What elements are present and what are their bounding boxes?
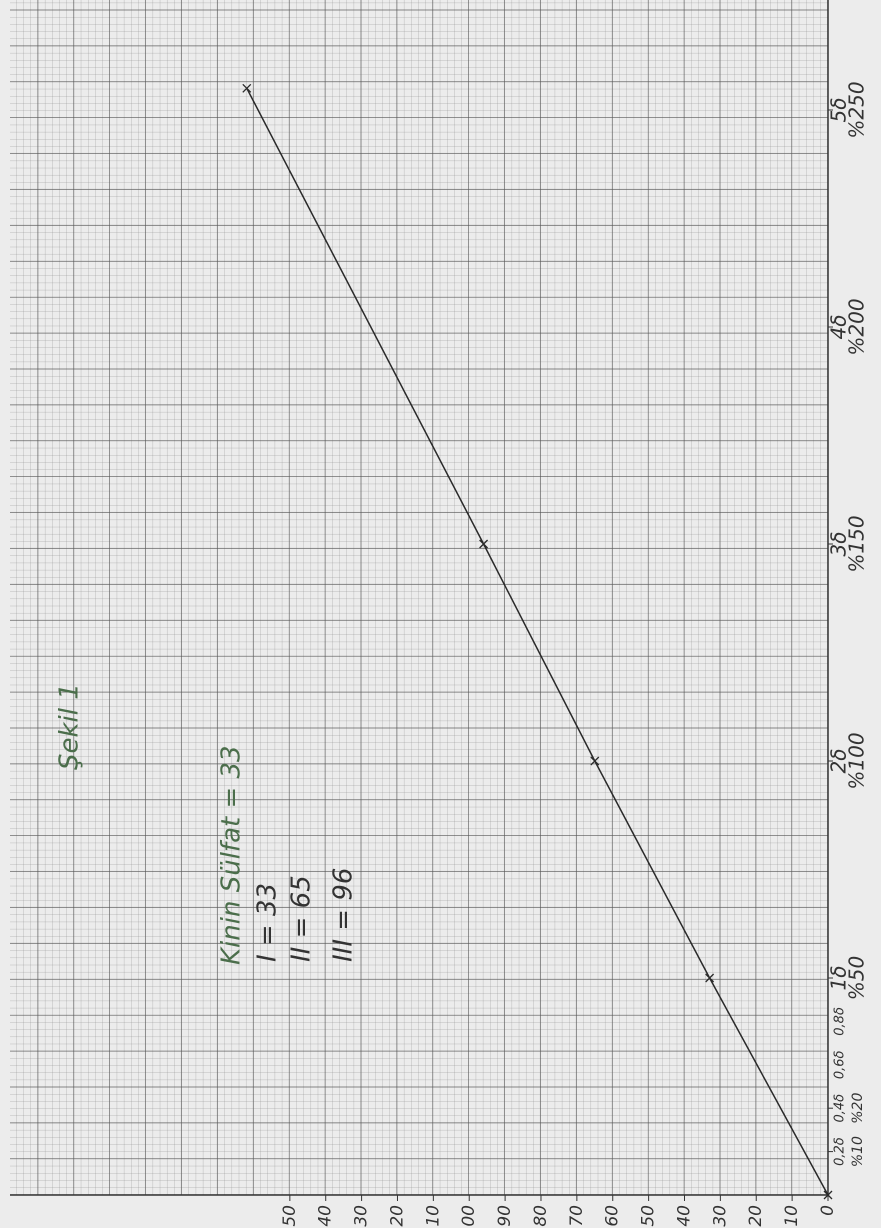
y-tick-label: 50 (639, 1205, 659, 1227)
y-tick-label: 120 (387, 1205, 407, 1228)
annotation: III = 96 (329, 868, 359, 962)
chart: Şekil 1 0 10 20 30 40 50 60 70 80 90 100 110 120 130 1… (0, 0, 881, 1228)
x-tick-label: %20 (850, 1093, 866, 1124)
chart-title: Şekil 1 (55, 683, 85, 770)
annotation: Kinin Sülfat = 33 (217, 745, 247, 965)
y-tick-label: 30 (710, 1205, 730, 1227)
y-tick-label: 110 (423, 1205, 443, 1228)
y-tick-label: 80 (531, 1205, 551, 1227)
y-tick-label: 150 (280, 1205, 300, 1228)
annotation: II = 65 (287, 875, 317, 962)
y-tick-label: 130 (352, 1205, 372, 1228)
y-tick-label: 140 (316, 1205, 336, 1228)
x2-tick-label: 2δ (827, 749, 851, 774)
x2-tick-label: 0,6δ (833, 1050, 848, 1079)
y-tick-label: 90 (495, 1205, 515, 1227)
annotation: I = 33 (253, 883, 283, 962)
x2-tick-label: 3δ (827, 532, 851, 557)
y-tick-label: 100 (459, 1205, 479, 1228)
x2-tick-label: 0,8δ (833, 1007, 848, 1036)
y-tick-label: 10 (782, 1205, 802, 1227)
y-tick-label: 0 (818, 1205, 838, 1216)
y-tick-label: 60 (603, 1205, 623, 1227)
y-tick-label: 40 (674, 1205, 694, 1227)
y-tick-label: 20 (746, 1205, 766, 1227)
x-tick-label: %10 (850, 1136, 866, 1167)
y-tick-label: 70 (567, 1205, 587, 1227)
paper-grid-major (10, 0, 828, 1195)
x2-tick-label: 1δ (827, 966, 851, 991)
x2-tick-label: 0,4δ (833, 1094, 848, 1123)
x2-tick-label: 0,2δ (833, 1137, 848, 1166)
x2-tick-label: 5δ (827, 98, 851, 123)
x2-tick-label: 4δ (827, 315, 851, 340)
